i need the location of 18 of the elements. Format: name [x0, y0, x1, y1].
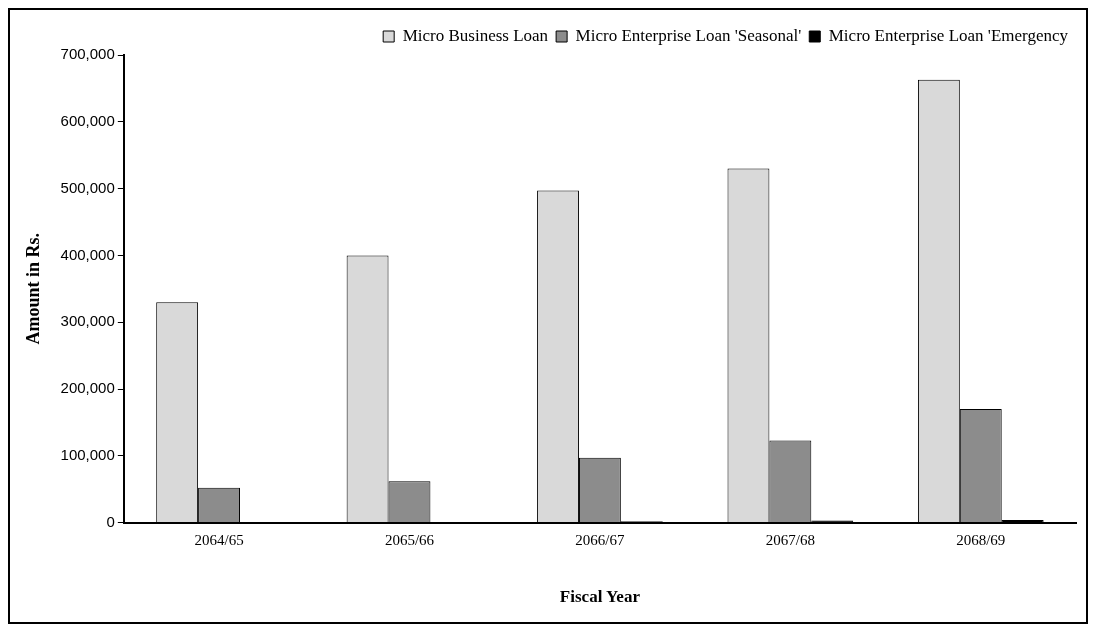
- x-tick-label: 2065/66: [384, 531, 435, 548]
- x-axis-title: Fiscal Year: [559, 587, 641, 607]
- y-axis-title: Amount in Rs.: [23, 233, 44, 345]
- y-tick-label: 0: [106, 512, 115, 530]
- y-tick-label: 300,000: [60, 312, 115, 330]
- x-tick-label: 2066/67: [575, 531, 625, 548]
- legend-label: Micro Enterprise Loan 'Seasonal': [575, 25, 802, 45]
- legend-label: Micro Enterprise Loan 'Emergency: [828, 25, 1069, 45]
- x-tick-label: 2067/68: [765, 531, 815, 548]
- y-tick-label: 100,000: [60, 445, 115, 463]
- y-tick-label: 400,000: [60, 245, 115, 263]
- y-tick-label: 500,000: [60, 178, 115, 196]
- y-tick-label: 200,000: [60, 379, 115, 397]
- y-tick-label: 600,000: [60, 111, 115, 129]
- x-tick-label: 2068/69: [956, 531, 1006, 548]
- x-tick-label: 2064/65: [194, 531, 244, 548]
- y-tick-label: 700,000: [60, 45, 115, 63]
- legend-label: Micro Business Loan: [402, 25, 549, 45]
